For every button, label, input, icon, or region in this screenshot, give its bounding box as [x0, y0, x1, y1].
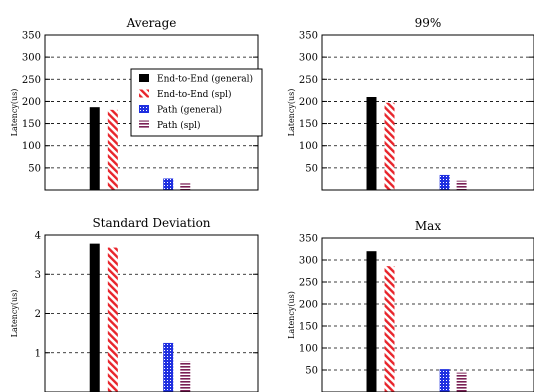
y-tick-label: 4 [35, 231, 41, 242]
y-tick-label: 100 [22, 141, 41, 152]
y-axis-label: Latency(us) [287, 89, 296, 137]
chart-title: 99% [415, 16, 442, 30]
y-tick-label: 300 [22, 53, 41, 64]
y-tick-label: 250 [299, 278, 318, 289]
bar-end-to-end-spl [107, 247, 118, 392]
y-tick-label: 350 [299, 31, 318, 42]
chart-title: Max [415, 219, 441, 233]
y-tick-label: 250 [299, 75, 318, 86]
bar-end-to-end-spl [384, 266, 395, 392]
y-tick-label: 350 [22, 31, 41, 42]
y-tick-label: 1 [35, 348, 41, 359]
legend-label-path-spl: Path (spl) [157, 120, 201, 131]
y-tick-label: 300 [299, 256, 318, 267]
y-tick-label: 150 [299, 119, 318, 130]
plot-frame [321, 237, 534, 392]
y-tick-label: 200 [299, 300, 318, 311]
y-tick-label: 100 [299, 344, 318, 355]
chart-title: Average [126, 16, 177, 30]
bar-path-spl [456, 180, 467, 190]
y-axis-label: Latency(us) [287, 291, 296, 339]
bar-end-to-end-general [366, 251, 377, 392]
chart-panel-max: 50 100 150 200 250 300 350 Max Latency(us) [287, 219, 534, 392]
bar-path-general [439, 174, 450, 190]
chart-title: Standard Deviation [92, 216, 210, 230]
bar-path-general [439, 369, 450, 392]
legend-label-path-general: Path (general) [157, 105, 222, 116]
chart-panel-standard-deviation: 1 2 3 4 Standard Deviation Latency(us) [10, 216, 259, 392]
y-tick-label: 300 [299, 53, 318, 64]
bar-path-spl [456, 372, 467, 392]
y-tick-label: 50 [28, 163, 41, 174]
legend-swatch-path-spl [139, 120, 149, 129]
y-tick-label: 3 [35, 270, 41, 281]
legend-swatch-end-to-end-general [139, 74, 149, 82]
bar-path-spl [180, 361, 191, 392]
legend-swatch-end-to-end-spl [139, 89, 149, 98]
plot-frame [44, 234, 259, 392]
legend-swatch-path-general [139, 105, 149, 113]
y-axis-label: Latency(us) [10, 89, 19, 137]
chart-panel-99: 50 100 150 200 250 300 350 99% Latency(us) [287, 16, 534, 191]
bar-end-to-end-general [366, 97, 377, 190]
y-tick-label: 150 [299, 322, 318, 333]
bar-end-to-end-spl [384, 102, 395, 190]
bar-end-to-end-general [89, 243, 100, 392]
y-tick-label: 150 [22, 119, 41, 130]
y-tick-label: 200 [22, 97, 41, 108]
y-tick-label: 350 [299, 234, 318, 245]
legend-label-end-to-end-spl: End-to-End (spl) [157, 89, 232, 100]
y-tick-label: 50 [305, 163, 318, 174]
y-tick-label: 200 [299, 97, 318, 108]
bar-path-spl [180, 183, 191, 190]
bar-end-to-end-general [89, 107, 100, 190]
y-axis-label: Latency(us) [10, 290, 19, 338]
plot-frame [321, 34, 534, 191]
bar-path-general [163, 342, 174, 392]
legend-box [130, 68, 263, 137]
legend: End-to-End (general) End-to-End (spl) Path… [130, 68, 263, 137]
legend-label-end-to-end-general: End-to-End (general) [157, 74, 253, 85]
y-tick-label: 2 [35, 309, 41, 320]
bar-path-general [163, 178, 174, 190]
y-tick-label: 100 [299, 141, 318, 152]
y-tick-label: 50 [305, 366, 318, 377]
y-tick-label: 250 [22, 75, 41, 86]
bar-end-to-end-spl [107, 109, 118, 190]
